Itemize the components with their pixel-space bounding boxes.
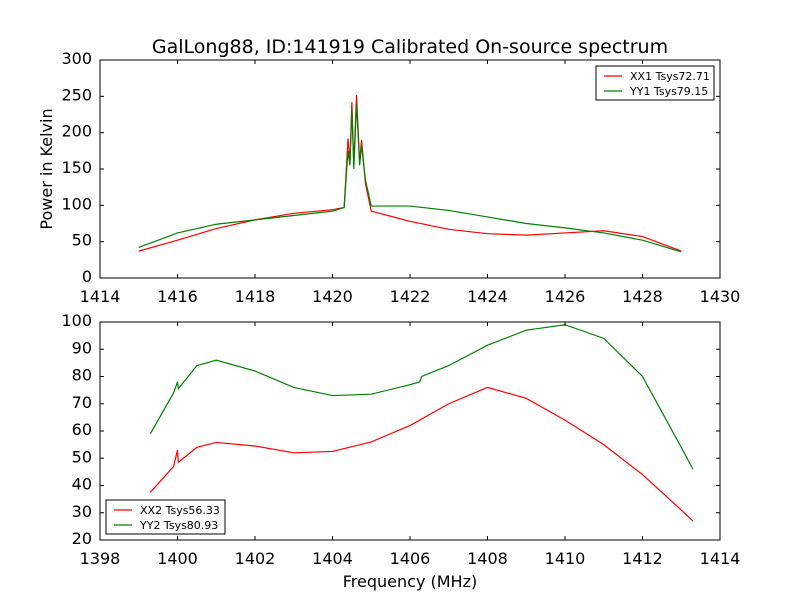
y-tick-label: 0: [82, 267, 92, 286]
series-line-xx1: [138, 94, 682, 252]
x-tick-label: 1412: [622, 549, 663, 568]
legend-frame: [595, 65, 715, 101]
x-tick-label: 1428: [622, 287, 663, 306]
legend-frame: [105, 499, 226, 535]
x-tick-label: 1402: [235, 549, 276, 568]
series-line-yy2: [149, 324, 694, 470]
x-tick-label: 1426: [545, 287, 586, 306]
y-tick-label: 100: [61, 194, 92, 213]
y-tick-label: 70: [72, 393, 92, 412]
x-tick-label: 1406: [390, 549, 431, 568]
x-tick-label: 1410: [545, 549, 586, 568]
x-tick-label: 1404: [312, 549, 353, 568]
x-axis-label: Frequency (MHz): [343, 572, 477, 591]
legend: XX2 Tsys56.33 YY2 Tsys80.93: [105, 499, 226, 535]
series-line-xx2: [149, 386, 694, 522]
legend-label: YY1 Tsys79.15: [629, 85, 708, 98]
x-tick-label: 1422: [390, 287, 431, 306]
y-tick-label: 20: [72, 529, 92, 548]
y-tick-label: 300: [61, 49, 92, 68]
y-tick-label: 40: [72, 475, 92, 494]
axes-2: 1398 1400 1402 1404 1406 1408 1410 1412 1414 20 30…: [61, 311, 740, 591]
x-tick-label: 1416: [157, 287, 198, 306]
x-tick-label: 1424: [467, 287, 508, 306]
y-axis-label: Power in Kelvin: [37, 108, 56, 229]
chart-title: GalLong88, ID:141919 Calibrated On-sourc…: [152, 36, 668, 58]
y-tick-label: 90: [72, 338, 92, 357]
y-tick-label: 50: [72, 231, 92, 250]
x-tick-label: 1414: [700, 549, 741, 568]
x-tick-label: 1420: [312, 287, 353, 306]
y-tick-label: 200: [61, 122, 92, 141]
axes-1: 1414 1416 1418 1420 1422 1424 1426 1428 1430 0 50 1…: [37, 36, 740, 306]
legend: XX1 Tsys72.71 YY1 Tsys79.15: [595, 65, 715, 101]
y-tick-label: 250: [61, 85, 92, 104]
x-tick-label: 1418: [235, 287, 276, 306]
x-tick-label: 1430: [700, 287, 741, 306]
legend-label: XX2 Tsys56.33: [140, 504, 220, 517]
x-tick-label: 1414: [80, 287, 121, 306]
y-tick-label: 150: [61, 158, 92, 177]
y-tick-label: 100: [61, 311, 92, 330]
series-line-yy1: [138, 103, 682, 253]
legend-label: YY2 Tsys80.93: [139, 519, 218, 532]
y-tick-label: 30: [72, 502, 92, 521]
y-tick-label: 60: [72, 420, 92, 439]
x-tick-label: 1400: [157, 549, 198, 568]
y-tick-label: 50: [72, 447, 92, 466]
x-tick-label: 1408: [467, 549, 508, 568]
y-tick-label: 80: [72, 366, 92, 385]
x-tick-label: 1398: [80, 549, 121, 568]
legend-label: XX1 Tsys72.71: [630, 70, 710, 83]
